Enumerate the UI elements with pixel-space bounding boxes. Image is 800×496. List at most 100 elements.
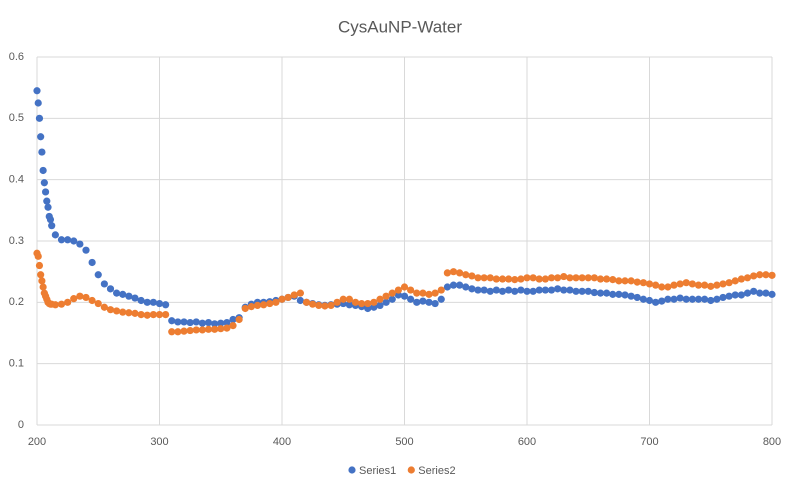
data-point bbox=[48, 222, 56, 230]
data-point bbox=[229, 315, 237, 324]
data-point bbox=[701, 281, 709, 289]
data-point bbox=[309, 300, 317, 308]
data-point bbox=[731, 277, 739, 285]
data-point bbox=[498, 287, 507, 295]
data-point bbox=[41, 188, 50, 196]
data-point bbox=[51, 231, 59, 239]
data-point bbox=[505, 286, 513, 294]
data-point bbox=[645, 296, 654, 305]
data-point bbox=[137, 296, 145, 305]
data-point bbox=[76, 240, 84, 248]
data-point bbox=[603, 275, 611, 283]
data-point bbox=[480, 274, 488, 282]
data-point bbox=[590, 274, 598, 282]
data-point bbox=[198, 326, 206, 334]
data-point bbox=[143, 298, 151, 306]
data-point bbox=[400, 283, 409, 291]
data-point bbox=[584, 287, 592, 295]
data-point bbox=[125, 309, 133, 317]
data-point bbox=[168, 328, 176, 336]
data-point bbox=[443, 269, 451, 277]
data-point bbox=[560, 272, 568, 281]
data-point bbox=[192, 326, 200, 334]
data-point bbox=[119, 308, 127, 316]
data-point bbox=[35, 114, 44, 122]
data-point bbox=[296, 296, 304, 305]
data-point bbox=[247, 303, 255, 311]
data-point bbox=[43, 197, 51, 205]
data-point bbox=[541, 275, 549, 283]
data-point bbox=[37, 133, 45, 141]
data-point bbox=[34, 252, 42, 260]
data-point bbox=[64, 236, 72, 244]
data-point bbox=[676, 294, 684, 302]
data-point bbox=[321, 302, 329, 310]
data-point bbox=[131, 309, 139, 317]
data-point bbox=[743, 289, 752, 297]
data-point bbox=[633, 293, 641, 302]
data-point bbox=[639, 295, 647, 303]
data-point bbox=[584, 274, 592, 282]
data-point bbox=[34, 99, 42, 107]
data-point bbox=[400, 292, 409, 300]
data-point bbox=[260, 301, 268, 309]
data-point bbox=[468, 285, 476, 293]
data-point bbox=[100, 280, 108, 288]
data-point bbox=[437, 286, 445, 294]
legend-marker bbox=[348, 466, 356, 474]
data-point bbox=[382, 298, 390, 306]
x-tick-label: 300 bbox=[150, 436, 168, 448]
data-point bbox=[155, 299, 164, 308]
legend-label: Series1 bbox=[359, 465, 396, 477]
data-point bbox=[125, 292, 133, 300]
data-point bbox=[211, 320, 219, 328]
data-point bbox=[388, 289, 396, 297]
data-point bbox=[217, 319, 225, 327]
data-point bbox=[523, 274, 531, 282]
data-point bbox=[688, 280, 696, 288]
x-tick-label: 800 bbox=[763, 436, 781, 448]
x-tick-label: 200 bbox=[28, 436, 46, 448]
data-point bbox=[113, 307, 121, 315]
data-point bbox=[106, 285, 115, 293]
data-point bbox=[186, 318, 194, 327]
data-point bbox=[82, 293, 90, 302]
data-point bbox=[750, 272, 758, 280]
data-point bbox=[204, 325, 213, 333]
data-point bbox=[40, 179, 48, 187]
data-point bbox=[756, 289, 764, 297]
data-point bbox=[186, 326, 194, 335]
data-point bbox=[523, 287, 531, 295]
data-point bbox=[168, 317, 176, 325]
data-point bbox=[566, 286, 574, 294]
data-point bbox=[664, 283, 672, 291]
data-point bbox=[137, 311, 145, 319]
y-tick-label: 0.3 bbox=[9, 235, 24, 247]
data-point bbox=[419, 289, 427, 297]
data-point bbox=[737, 291, 745, 299]
data-point bbox=[51, 301, 59, 309]
x-tick-label: 700 bbox=[640, 436, 658, 448]
data-point bbox=[566, 274, 574, 282]
data-point bbox=[149, 311, 157, 319]
data-point bbox=[198, 319, 206, 327]
data-point bbox=[70, 237, 78, 245]
data-point bbox=[572, 287, 580, 295]
data-point bbox=[621, 277, 629, 285]
data-point bbox=[223, 324, 231, 332]
data-point bbox=[223, 318, 231, 327]
data-point bbox=[278, 295, 286, 303]
data-point bbox=[382, 292, 390, 300]
data-point bbox=[38, 148, 46, 156]
data-point bbox=[511, 287, 519, 295]
data-point bbox=[443, 283, 451, 291]
data-point bbox=[658, 297, 666, 305]
data-point bbox=[217, 325, 225, 333]
data-point bbox=[529, 274, 537, 282]
data-point bbox=[333, 298, 341, 306]
data-point bbox=[35, 261, 44, 270]
data-point bbox=[88, 296, 96, 305]
data-point bbox=[345, 301, 353, 309]
data-point bbox=[376, 301, 384, 309]
